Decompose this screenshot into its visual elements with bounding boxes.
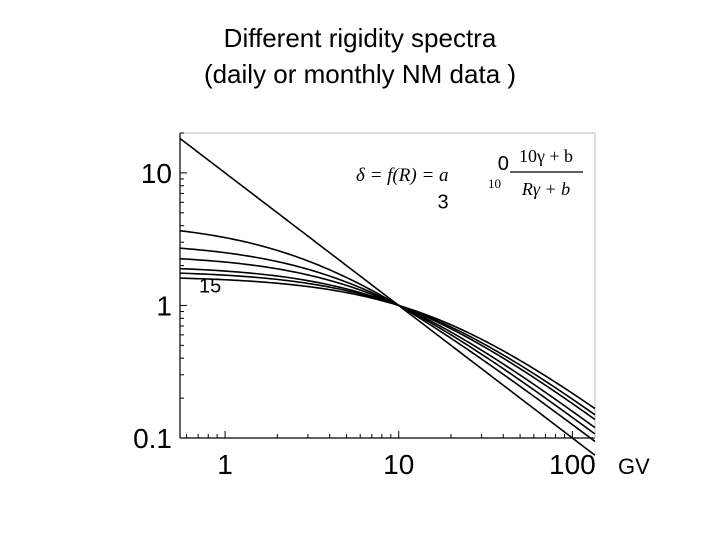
spectrum-curve-b-7 bbox=[179, 257, 596, 429]
y-tick-label: 10 bbox=[141, 158, 172, 189]
y-tick-label: 1 bbox=[156, 290, 172, 321]
formula-subscript: 10 bbox=[488, 176, 501, 191]
slide-title-line-2: (daily or monthly NM data ) bbox=[203, 59, 517, 89]
formula-lhs: δ = f(R) = a bbox=[356, 165, 449, 186]
x-axis-label: GV bbox=[618, 454, 650, 479]
slide-title-line-1: Different rigidity spectra bbox=[223, 23, 497, 53]
spectrum-curve-b-10 bbox=[179, 267, 596, 421]
curve-label: 3 bbox=[437, 191, 448, 213]
x-tick-label: 1 bbox=[217, 449, 233, 480]
spectrum-curve-b-0 bbox=[179, 137, 596, 456]
spectrum-curve-b-3 bbox=[179, 229, 596, 443]
spectrum-curve-b-12 bbox=[179, 272, 596, 416]
x-tick-label: 10 bbox=[383, 449, 414, 480]
x-tick-label: 100 bbox=[549, 449, 596, 480]
y-tick-label: 0.1 bbox=[133, 423, 172, 454]
curve-label: 15 bbox=[199, 276, 221, 298]
formula-numerator: 10γ + b bbox=[519, 146, 573, 166]
spectrum-curve-b-15 bbox=[179, 277, 596, 410]
curve-label: 0 bbox=[498, 153, 509, 175]
formula-denominator: Rγ + b bbox=[521, 179, 570, 199]
slide-title: Different rigidity spectra (daily or mon… bbox=[0, 20, 720, 92]
